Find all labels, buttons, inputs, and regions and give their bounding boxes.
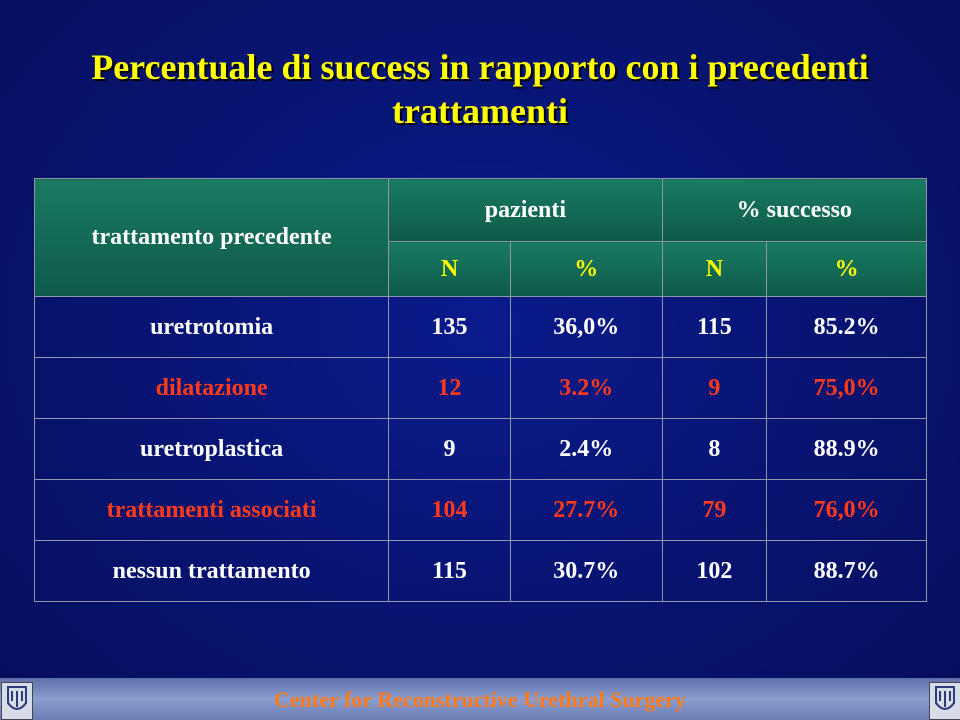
group-header-pazienti: pazienti: [388, 178, 663, 242]
table-subheader-row: N % N %: [35, 241, 927, 297]
table-row: nessun trattamento 115 30.7% 102 88.7%: [33, 540, 927, 602]
table-cell: 115: [661, 296, 768, 358]
table-cell: 9: [661, 357, 768, 419]
table-cell: 8: [661, 418, 768, 480]
table-cell: 115: [388, 540, 511, 602]
table-cell: 27.7%: [509, 479, 663, 541]
row-label: dilatazione: [33, 357, 390, 419]
table-row: uretroplastica 9 2.4% 8 88.9%: [33, 418, 927, 480]
footer-text: Center for Reconstructive Urethral Surge…: [274, 687, 686, 712]
footer-bar: [0, 678, 960, 720]
table-cell: 2.4%: [509, 418, 663, 480]
row-label: nessun trattamento: [33, 540, 390, 602]
row-label: uretroplastica: [33, 418, 390, 480]
table-cell: 75,0%: [766, 357, 927, 419]
slide-title-line2: trattamenti: [392, 91, 568, 131]
table-cell: 102: [661, 540, 768, 602]
table-cell: 76,0%: [766, 479, 927, 541]
corner-header: trattamento precedente: [33, 178, 390, 297]
logo-icon: [929, 682, 960, 720]
table-row: trattamenti associati 104 27.7% 79 76,0%: [33, 479, 927, 541]
results-table: trattamento precedente pazienti % succes…: [33, 178, 928, 602]
row-label: uretrotomia: [33, 296, 390, 358]
table-cell: 88.7%: [766, 540, 927, 602]
group-header-successo: % successo: [661, 178, 928, 242]
sub-header: N: [661, 241, 768, 297]
table-cell: 135: [388, 296, 511, 358]
table-cell: 104: [388, 479, 511, 541]
table-cell: 88.9%: [766, 418, 927, 480]
sub-header: N: [388, 241, 511, 297]
table-cell: 3.2%: [509, 357, 663, 419]
slide-title: Percentuale di success in rapporto con i…: [0, 45, 960, 133]
logo-icon: [1, 682, 33, 720]
sub-header: %: [766, 241, 927, 297]
table-header-row: trattamento precedente pazienti % succes…: [33, 178, 928, 297]
table-row: uretrotomia 135 36,0% 115 85.2%: [33, 296, 927, 358]
table-cell: 79: [661, 479, 768, 541]
table-cell: 12: [388, 357, 511, 419]
table-cell: 30.7%: [509, 540, 663, 602]
table-cell: 9: [388, 418, 511, 480]
table-row: dilatazione 12 3.2% 9 75,0%: [33, 357, 927, 419]
sub-header: %: [509, 241, 663, 297]
table-cell: 85.2%: [766, 296, 927, 358]
slide-title-line1: Percentuale di success in rapporto con i…: [91, 47, 869, 87]
row-label: trattamenti associati: [33, 479, 390, 541]
table-cell: 36,0%: [509, 296, 663, 358]
